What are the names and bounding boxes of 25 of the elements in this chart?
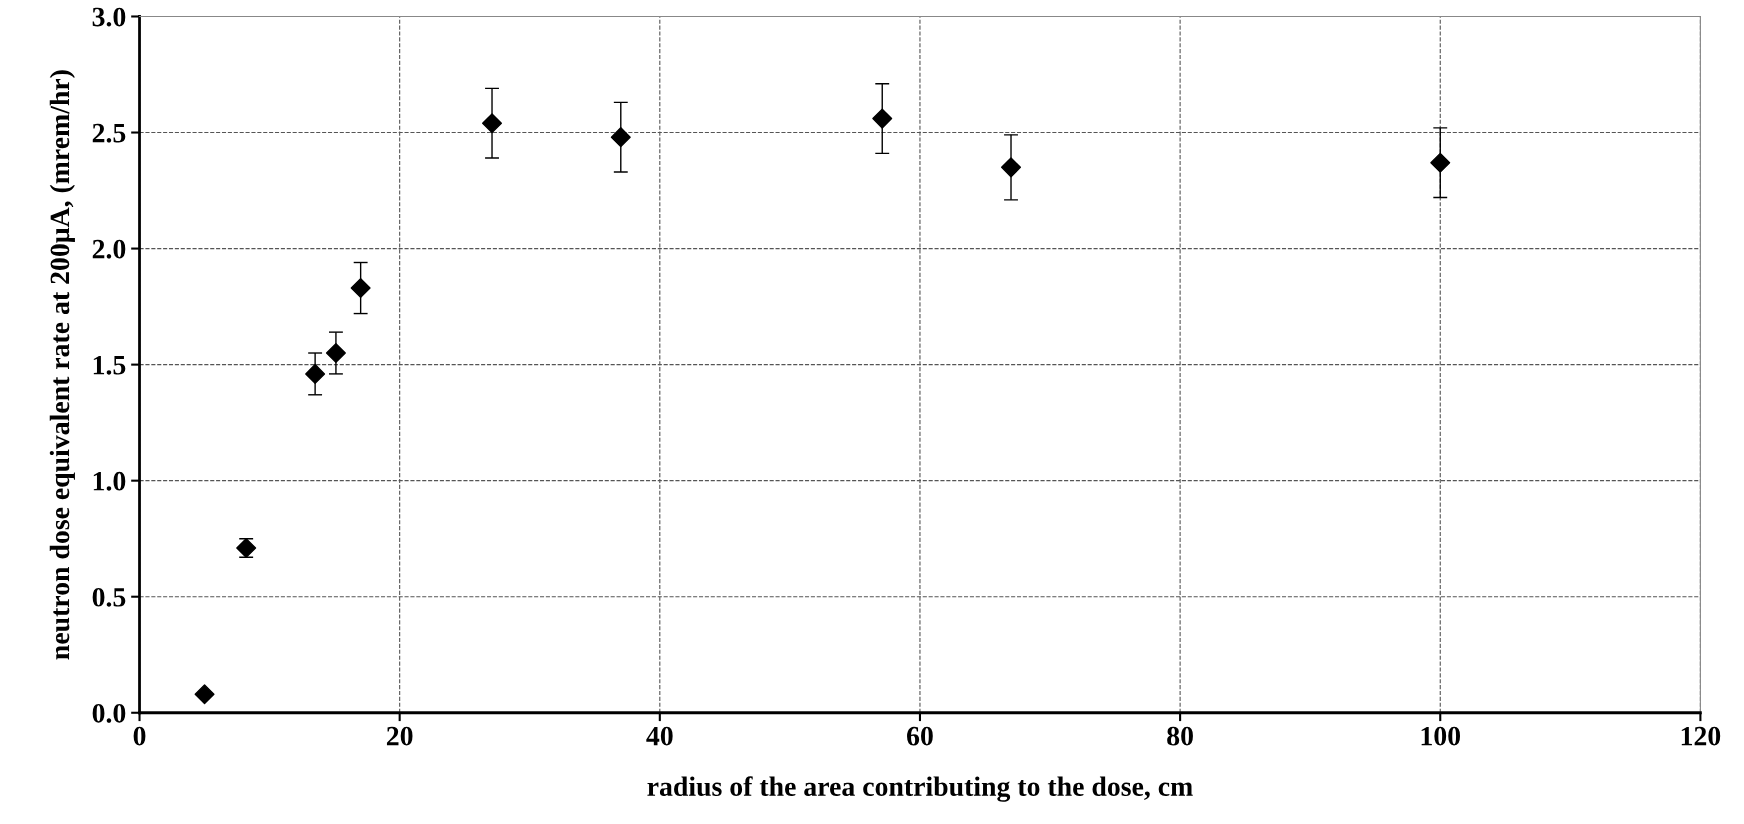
y-tick-label: 3.0	[92, 7, 126, 27]
point	[350, 278, 371, 299]
point	[1000, 157, 1022, 178]
x-tick-label: 20	[386, 726, 413, 746]
point	[194, 684, 215, 705]
y-tick-label: 0.0	[92, 703, 126, 723]
x-tick-label: 120	[1681, 726, 1721, 746]
x-axis-title: radius of the area contributing to the dose, cm	[647, 776, 1193, 802]
y-tick-label: 1.5	[93, 355, 126, 375]
point	[482, 113, 503, 134]
point	[872, 108, 893, 129]
y-axis-title: neutron dose equivalent rate at 200μA, (mrem/hr)	[49, 70, 75, 660]
x-tick-label: 0	[133, 726, 146, 746]
y-tick-label: 2.0	[92, 239, 126, 259]
x-tick-label: 60	[907, 726, 933, 746]
point	[1430, 152, 1451, 173]
x-tick-label: 100	[1421, 726, 1461, 746]
x-tick-label: 40	[646, 726, 673, 746]
y-tick-label: 2.5	[92, 123, 126, 143]
point	[610, 127, 631, 148]
point	[325, 343, 346, 364]
y-tick-label: 0.5	[92, 587, 126, 607]
x-tick-label: 80	[1167, 726, 1193, 746]
point	[305, 363, 326, 384]
y-tick-label: 1.0	[93, 471, 126, 491]
